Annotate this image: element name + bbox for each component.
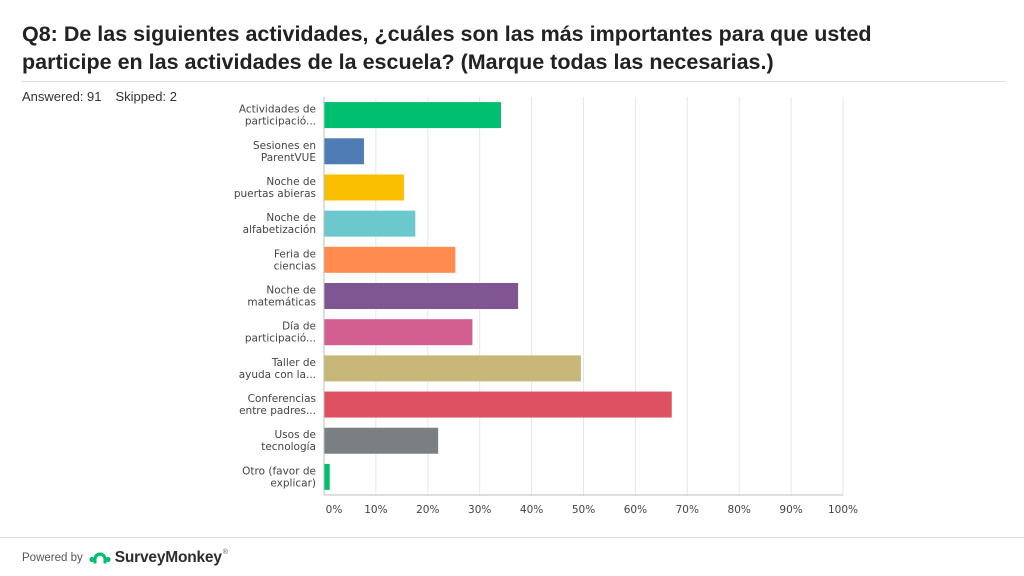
category-label-4: Noche de alfabetización [243,212,316,236]
response-stats: Answered: 91 Skipped: 2 [22,89,177,104]
category-label-line: explicar) [270,477,316,489]
category-label-3: Noche de puertas abieras [234,176,316,200]
category-label-line: entre padres... [239,405,316,417]
bar-3 [324,174,404,201]
category-label-5: Feria de ciencias [274,248,316,272]
x-tick-label-6: 60% [624,504,647,516]
bar-4 [324,210,416,237]
category-label-9: Conferencias entre padres... [239,393,316,417]
category-label-1: Actividades de participació... [239,104,316,128]
answered-count: Answered: 91 [22,89,102,104]
x-tick-label-2: 20% [416,504,439,516]
x-tick-label-3: 30% [468,504,491,516]
x-tick-label-5: 50% [572,504,595,516]
category-label-line: Feria de [274,248,316,260]
category-label-6: Noche de matemáticas [247,285,316,309]
footer: Powered by SurveyMonkey ® [22,549,228,567]
surveymonkey-logo: SurveyMonkey ® [89,549,228,567]
category-label-line: ParentVUE [261,152,316,164]
title-divider [22,81,1006,82]
x-tick-label-0: 0% [326,504,343,516]
question-title-line-2: participe en las actividades de la escue… [22,50,774,74]
brand-name: SurveyMonkey [114,549,222,566]
category-label-line: alfabetización [243,224,316,236]
category-label-line: participació... [245,116,316,128]
bar-10 [324,427,439,454]
skipped-count: Skipped: 2 [115,89,177,104]
bar-2 [324,138,364,165]
x-tick-label-4: 40% [520,504,543,516]
bar-8 [324,355,581,382]
x-tick-label-10: 100% [828,504,858,516]
category-label-line: Otro (favor de [242,465,316,477]
category-label-line: matemáticas [247,297,316,309]
category-label-line: Usos de [274,429,316,441]
category-label-line: Sesiones en [253,140,316,152]
category-label-8: Taller de ayuda con la... [239,357,316,381]
category-label-line: Día de [282,321,316,333]
bar-9 [324,391,672,418]
monkey-logo-icon [89,552,111,564]
category-label-line: tecnología [261,441,316,453]
x-tick-label-8: 80% [728,504,751,516]
category-label-2: Sesiones en ParentVUE [253,140,316,164]
x-tick-label-9: 90% [779,504,802,516]
category-label-line: Actividades de [239,104,316,116]
question-title: Q8: De las siguientes actividades, ¿cuál… [22,20,1007,76]
category-label-line: Noche de [266,176,316,188]
x-tick-label-7: 70% [676,504,699,516]
category-label-11: Otro (favor de explicar) [242,465,316,489]
x-tick-label-1: 10% [364,504,387,516]
category-label-line: Conferencias [248,393,316,405]
bar-1 [324,102,501,129]
category-label-10: Usos de tecnología [261,429,316,453]
bar-6 [324,283,519,309]
category-label-line: Noche de [266,285,316,297]
bar-11 [324,463,330,490]
category-label-line: ciencias [274,260,316,272]
bar-5 [324,246,456,273]
brand-trademark: ® [222,549,228,556]
category-label-line: participació... [245,333,316,345]
category-label-line: puertas abieras [234,188,316,200]
bar-7 [324,319,473,346]
powered-by-text: Powered by [22,552,83,564]
footer-divider [0,537,1024,538]
category-label-7: Día de participació... [245,321,316,345]
category-label-line: ayuda con la... [239,369,316,381]
category-label-line: Taller de [271,357,316,369]
question-title-line-1: Q8: De las siguientes actividades, ¿cuál… [22,22,872,46]
category-label-line: Noche de [266,212,316,224]
